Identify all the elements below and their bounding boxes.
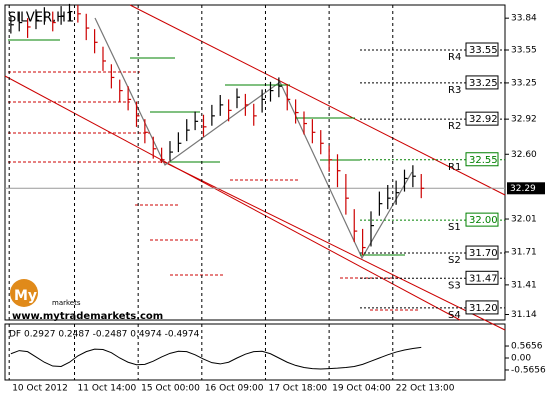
level-name: R3 xyxy=(448,85,461,96)
level-label: 31.20 xyxy=(469,303,498,314)
level-label: 31.70 xyxy=(469,248,498,259)
x-tick-label: 11 Oct 14:00 xyxy=(78,384,137,394)
level-label: 31.47 xyxy=(469,273,498,284)
level-label: 33.55 xyxy=(469,45,498,56)
x-tick-label: 16 Oct 09:00 xyxy=(205,384,264,394)
indicator-frame xyxy=(4,323,506,381)
level-box xyxy=(465,111,499,126)
logo-icon xyxy=(10,279,38,307)
pivot-lines-green xyxy=(8,39,405,256)
x-tick-label: 10 Oct 2012 xyxy=(12,384,68,394)
x-tick-label: 15 Oct 00:00 xyxy=(141,384,200,394)
zigzag xyxy=(94,17,413,260)
level-name: S1 xyxy=(448,222,461,233)
level-label: 32.55 xyxy=(469,155,498,166)
y-tick-label: 0.00 xyxy=(511,354,531,364)
level-name: R1 xyxy=(448,162,461,173)
x-tick-label: 19 Oct 04:00 xyxy=(332,384,391,394)
y-tick-label: 33.84 xyxy=(511,14,537,24)
level-box xyxy=(465,300,499,315)
channel-line xyxy=(4,75,461,321)
level-box xyxy=(465,75,499,90)
indicator-title: DF 0.2927 0.2487 -0.2487 0.4974 -0.4974 xyxy=(9,330,200,340)
level-label: 33.25 xyxy=(469,78,498,89)
level-box xyxy=(465,270,499,285)
level-label: 32.00 xyxy=(469,215,498,226)
y-tick-label: 31.41 xyxy=(511,280,537,290)
logo-url: www.mytrademarkets.com xyxy=(12,311,163,322)
y-tick-label: 0.5656 xyxy=(511,342,543,352)
chart-title: SILVER,H1 xyxy=(8,11,74,26)
current-label: 32.29 xyxy=(510,184,536,194)
current-box xyxy=(507,182,545,195)
level-name: R4 xyxy=(448,52,461,63)
logo-sub: markets xyxy=(52,299,81,307)
level-box xyxy=(465,152,499,167)
level-box xyxy=(465,42,499,57)
y-tick-label: 33.55 xyxy=(511,46,537,56)
level-name: S4 xyxy=(448,310,461,321)
level-name: S2 xyxy=(448,255,461,266)
y-tick-label: 31.14 xyxy=(511,310,537,320)
y-tick-label: 32.01 xyxy=(511,215,537,225)
logo: My Trade markets www.mytrademarkets.com xyxy=(10,279,163,322)
main-frame xyxy=(4,4,506,321)
indicator-line xyxy=(10,346,422,370)
y-tick-label: 33.25 xyxy=(511,78,537,88)
x-tick-label: 17 Oct 18:00 xyxy=(268,384,327,394)
y-tick-label: 31.71 xyxy=(511,247,537,257)
channel-line xyxy=(129,4,506,196)
level-box xyxy=(465,212,499,227)
level-name: S3 xyxy=(448,280,461,291)
y-tick-label: 32.60 xyxy=(511,150,537,160)
x-tick-label: 22 Oct 13:00 xyxy=(396,384,455,394)
level-box xyxy=(465,245,499,260)
y-tick-label: -0.5656 xyxy=(511,365,546,375)
level-name: R2 xyxy=(448,121,461,132)
y-tick-label: 32.92 xyxy=(511,115,537,125)
logo-brand: My Trade xyxy=(14,288,86,304)
level-label: 32.92 xyxy=(469,114,498,125)
